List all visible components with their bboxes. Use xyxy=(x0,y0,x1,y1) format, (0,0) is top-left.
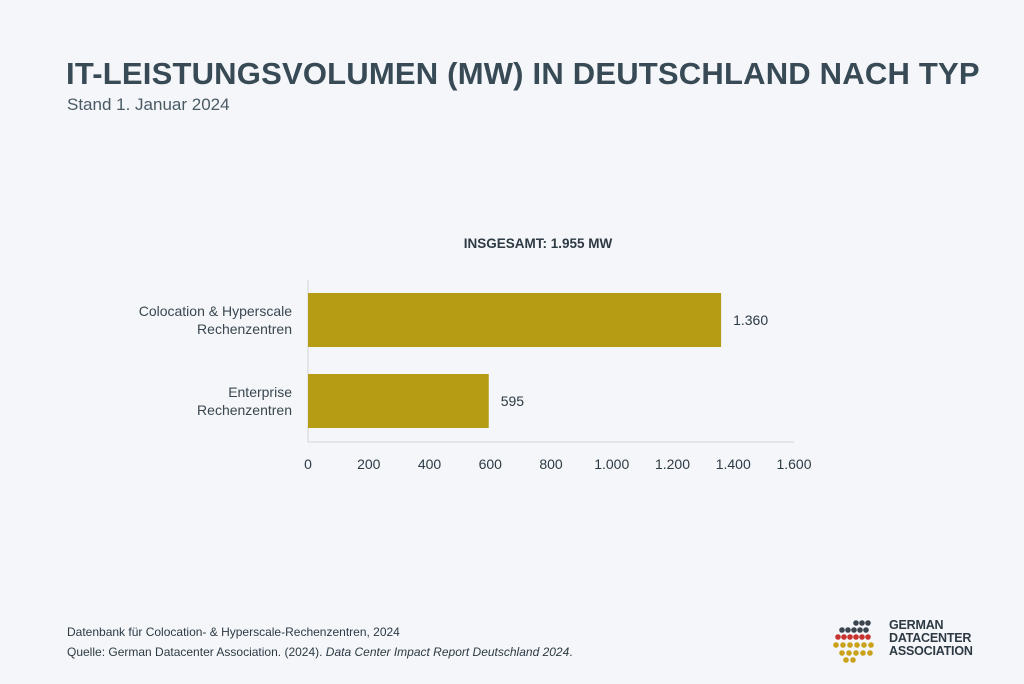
bar-value-label-2: 595 xyxy=(501,393,525,409)
logo-dot xyxy=(846,650,852,656)
category-label-line: Rechenzentren xyxy=(197,321,292,337)
logo-dot xyxy=(845,627,851,633)
logo-dot xyxy=(865,620,871,626)
logo-dot xyxy=(839,627,845,633)
footer-source: Quelle: German Datacenter Association. (… xyxy=(67,645,573,659)
logo-dot xyxy=(854,642,860,648)
logo-dot xyxy=(847,634,853,640)
logo-dot xyxy=(859,634,865,640)
x-tick-label: 400 xyxy=(418,456,442,472)
page-title: IT-LEISTUNGSVOLUMEN (MW) IN DEUTSCHLAND … xyxy=(66,56,980,91)
logo-dot xyxy=(863,627,869,633)
logo-dot xyxy=(840,642,846,648)
bar-value-label-1: 1.360 xyxy=(733,312,768,328)
x-tick-label: 1.200 xyxy=(655,456,690,472)
source-title: Data Center Impact Report Deutschland 20… xyxy=(325,645,570,659)
page-subtitle: Stand 1. Januar 2024 xyxy=(67,95,230,114)
logo-line-3: ASSOCIATION xyxy=(889,644,973,658)
total-annotation: INSGESAMT: 1.955 MW xyxy=(464,236,613,251)
x-tick-label: 1.400 xyxy=(716,456,751,472)
x-tick-label: 1.000 xyxy=(594,456,629,472)
x-tick-label: 200 xyxy=(357,456,381,472)
gda-logo: GERMAN DATACENTER ASSOCIATION xyxy=(832,618,982,664)
logo-dot xyxy=(853,634,859,640)
logo-dot xyxy=(843,657,849,663)
category-label-line: Rechenzentren xyxy=(197,402,292,418)
logo-dot xyxy=(861,642,867,648)
logo-dot xyxy=(867,650,873,656)
logo-dot xyxy=(857,627,863,633)
logo-dot xyxy=(860,650,866,656)
source-suffix: . xyxy=(569,645,573,659)
logo-dot xyxy=(853,620,859,626)
logo-line-2: DATACENTER xyxy=(889,631,972,645)
category-label-1: Colocation & Hyperscale Rechenzentren xyxy=(139,303,293,337)
source-prefix: Quelle: German Datacenter Association. (… xyxy=(67,645,326,659)
bar-1 xyxy=(308,293,722,347)
logo-dot xyxy=(859,620,865,626)
logo-dot xyxy=(853,650,859,656)
logo-dot xyxy=(833,642,839,648)
category-label-line: Colocation & Hyperscale xyxy=(139,303,293,319)
logo-dot xyxy=(851,627,857,633)
logo-dot xyxy=(835,634,841,640)
logo-line-1: GERMAN xyxy=(889,618,944,632)
logo-dot xyxy=(850,657,856,663)
logo-dots-icon xyxy=(833,620,874,663)
x-tick-label: 1.600 xyxy=(776,456,811,472)
footer-note: Datenbank für Colocation- & Hyperscale-R… xyxy=(67,625,400,639)
logo-dot xyxy=(868,642,874,648)
bar-2 xyxy=(308,374,489,428)
category-label-2: Enterprise Rechenzentren xyxy=(197,384,292,418)
category-label-line: Enterprise xyxy=(228,384,292,400)
logo-dot xyxy=(839,650,845,656)
logo-dot xyxy=(865,634,871,640)
x-tick-label: 800 xyxy=(539,456,563,472)
logo-text: GERMAN DATACENTER ASSOCIATION xyxy=(889,619,973,658)
x-tick-label: 0 xyxy=(304,456,312,472)
x-tick-label: 600 xyxy=(479,456,503,472)
logo-dot xyxy=(841,634,847,640)
logo-dot xyxy=(847,642,853,648)
